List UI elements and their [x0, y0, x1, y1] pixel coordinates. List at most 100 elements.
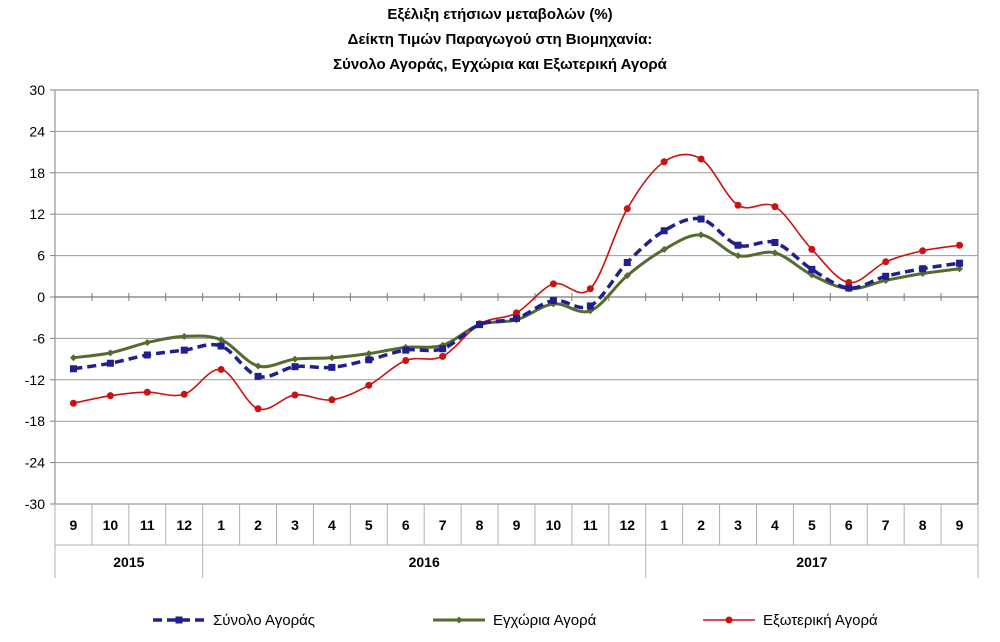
data-point — [291, 363, 299, 371]
data-point — [365, 356, 373, 364]
x-tick-label: 10 — [546, 517, 562, 533]
chart-title: Εξέλιξη ετήσιων μεταβολών (%) Δείκτη Τιμ… — [333, 6, 668, 73]
data-point — [697, 231, 705, 239]
data-point — [69, 365, 77, 373]
data-point — [623, 272, 631, 280]
data-point — [882, 272, 890, 280]
x-tick-label: 7 — [882, 517, 890, 533]
x-tick-label: 9 — [956, 517, 964, 533]
data-point — [106, 359, 114, 367]
series-group — [69, 153, 964, 413]
legend-item-1: Εγχώρια Αγορά — [433, 612, 597, 629]
data-point — [69, 399, 77, 407]
data-point — [180, 332, 188, 340]
legend-label: Σύνολο Αγοράς — [213, 612, 315, 629]
chart-title-line-3: Σύνολο Αγοράς, Εγχώρια και Εξωτερική Αγο… — [333, 56, 668, 73]
data-point — [845, 279, 853, 287]
data-point — [254, 372, 262, 380]
y-tick-label: 18 — [29, 165, 45, 181]
chart-title-line-1: Εξέλιξη ετήσιων μεταβολών (%) — [387, 6, 612, 23]
data-point — [623, 259, 631, 266]
x-tick-label: 12 — [619, 517, 635, 533]
data-point — [697, 215, 705, 223]
data-point — [69, 354, 77, 362]
x-tick-label: 11 — [140, 517, 155, 533]
legend-swatch-marker — [455, 616, 463, 624]
series-2 — [69, 153, 964, 413]
chart-title-line-2: Δείκτη Τιμών Παραγωγού στη Βιομηχανία: — [348, 31, 653, 48]
x-tick-label: 3 — [734, 517, 742, 533]
data-point — [919, 265, 927, 273]
data-point — [328, 354, 336, 362]
data-point — [217, 342, 225, 350]
x-tick-label: 7 — [439, 517, 447, 533]
data-point — [919, 247, 927, 255]
y-tick-label: -6 — [33, 330, 46, 346]
data-point — [106, 392, 114, 400]
x-tick-label: 2 — [254, 517, 262, 533]
data-point — [106, 349, 114, 357]
series-line-1 — [73, 233, 960, 369]
data-point — [660, 158, 668, 166]
x-tick-label: 3 — [291, 517, 299, 533]
data-point — [808, 265, 816, 273]
data-point — [697, 155, 705, 163]
legend-swatch-marker — [175, 616, 183, 624]
data-point — [956, 259, 964, 267]
data-point — [365, 350, 373, 358]
data-point — [476, 321, 484, 329]
y-tick-label: -12 — [25, 372, 45, 388]
x-tick-label: 9 — [70, 517, 78, 533]
data-point — [254, 362, 262, 370]
x-tick-label: 6 — [402, 517, 410, 533]
y-tick-label: 30 — [29, 82, 45, 98]
data-point — [180, 390, 188, 398]
data-point — [734, 241, 742, 249]
data-point — [402, 346, 410, 354]
y-tick-label: -24 — [25, 455, 45, 471]
y-tick-label: 0 — [37, 289, 45, 305]
y-tick-label: 6 — [37, 248, 45, 264]
data-point — [845, 284, 853, 292]
x-year-label: 2016 — [409, 554, 440, 570]
x-tick-label: 8 — [919, 517, 927, 533]
data-point — [143, 388, 151, 396]
x-tick-label: 11 — [583, 517, 598, 533]
data-point — [254, 405, 262, 413]
legend-item-2: Εξωτερική Αγορά — [703, 612, 878, 629]
y-tick-label: -18 — [25, 413, 45, 429]
y-tick-label: 24 — [29, 123, 45, 139]
data-point — [956, 241, 964, 249]
data-point — [291, 391, 299, 399]
data-point — [956, 265, 964, 273]
x-tick-label: 4 — [328, 517, 336, 533]
data-point — [439, 345, 447, 353]
data-point — [808, 245, 816, 253]
grid — [54, 89, 979, 505]
data-point — [439, 352, 447, 360]
data-point — [623, 205, 631, 213]
data-point — [882, 258, 890, 266]
data-point — [217, 336, 225, 344]
data-point — [808, 271, 816, 279]
legend-swatch-marker — [725, 616, 733, 624]
x-tick-label: 8 — [476, 517, 484, 533]
x-year-label: 2015 — [113, 554, 144, 570]
x-tick-label: 2 — [697, 517, 705, 533]
data-point — [217, 365, 225, 373]
x-year-label: 2017 — [796, 554, 827, 570]
y-tick-label: 12 — [29, 206, 45, 222]
y-tick-label: -30 — [25, 496, 45, 512]
series-0 — [69, 215, 964, 380]
y-axis: 30 24 18 12 6 0 -6 -12 -18 -24 -30 — [25, 82, 55, 512]
legend: Σύνολο Αγοράς Εγχώρια Αγορά Εξωτερική Αγορ… — [153, 612, 878, 629]
x-tick-label: 5 — [808, 517, 816, 533]
x-tick-label: 12 — [176, 517, 192, 533]
x-tick-label: 1 — [660, 517, 668, 533]
data-point — [513, 314, 520, 322]
data-point — [180, 346, 188, 354]
x-tick-label: 1 — [217, 517, 225, 533]
data-point — [402, 356, 410, 364]
